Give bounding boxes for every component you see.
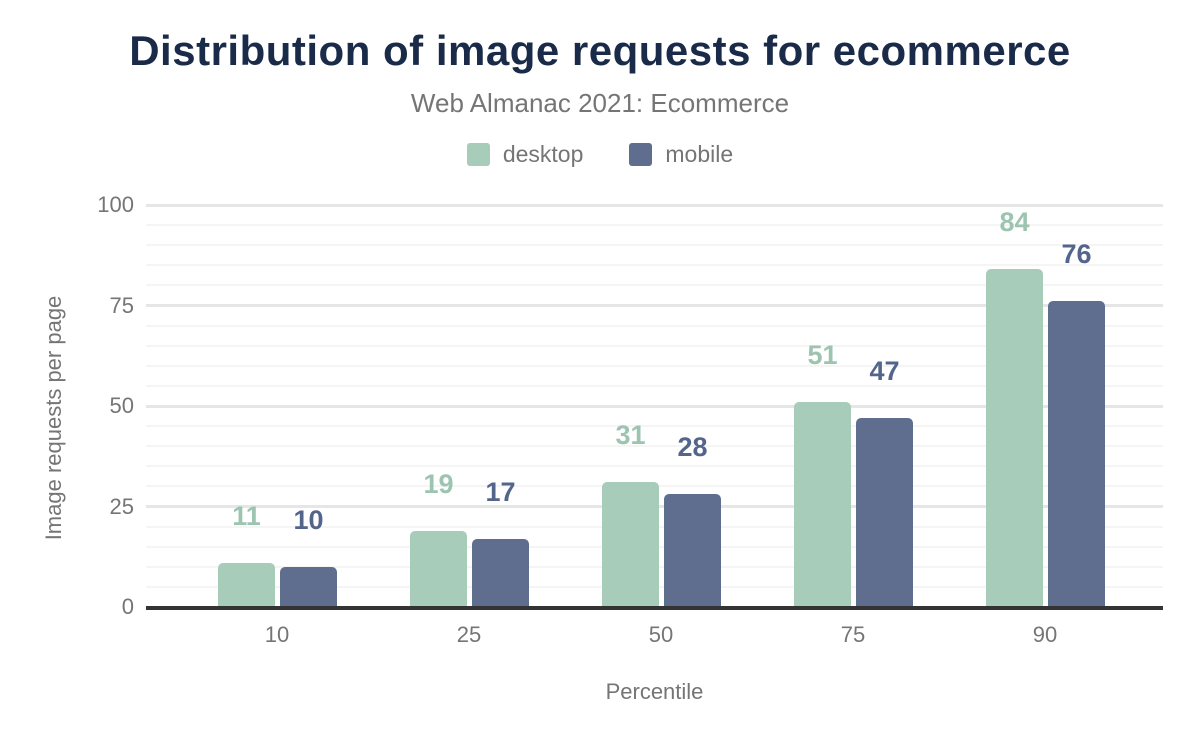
x-tick-label: 90 — [1032, 622, 1058, 647]
minor-gridline — [146, 224, 1163, 226]
mobile-bar-value: 76 — [1061, 239, 1092, 269]
minor-gridline — [146, 264, 1163, 266]
legend: desktop mobile — [0, 141, 1200, 168]
minor-gridline — [146, 385, 1163, 387]
mobile-bar[interactable] — [1048, 301, 1105, 607]
desktop-bar-value: 31 — [615, 420, 646, 450]
minor-gridline — [146, 425, 1163, 427]
desktop-bar[interactable] — [218, 563, 275, 607]
y-tick-label: 75 — [109, 293, 134, 318]
desktop-bar-value: 11 — [232, 501, 261, 531]
x-tick-label: 75 — [840, 622, 866, 647]
chart-title: Distribution of image requests for ecomm… — [129, 27, 1071, 74]
legend-label-mobile: mobile — [665, 141, 734, 167]
x-tick-label: 10 — [264, 622, 290, 647]
legend-label-desktop: desktop — [502, 141, 584, 167]
mobile-bar[interactable] — [472, 539, 529, 607]
desktop-swatch-icon — [466, 143, 490, 166]
y-tick-label: 50 — [109, 393, 134, 418]
y-tick-label: 25 — [109, 494, 134, 519]
major-gridline — [146, 405, 1163, 408]
major-gridline — [146, 204, 1163, 207]
desktop-bar[interactable] — [410, 531, 467, 607]
major-gridline — [146, 304, 1163, 307]
mobile-bar-value: 10 — [293, 505, 324, 535]
minor-gridline — [146, 445, 1163, 447]
mobile-bar[interactable] — [664, 494, 721, 607]
minor-gridline — [146, 325, 1163, 327]
x-axis-baseline — [146, 606, 1163, 610]
mobile-swatch-icon — [629, 143, 653, 166]
mobile-bar-value: 47 — [869, 356, 900, 386]
desktop-bar[interactable] — [602, 482, 659, 607]
minor-gridline — [146, 244, 1163, 246]
mobile-bar[interactable] — [280, 567, 337, 607]
x-axis-title: Percentile — [605, 679, 704, 704]
legend-item-desktop[interactable]: desktop — [466, 141, 584, 168]
x-tick-label: 50 — [648, 622, 674, 647]
minor-gridline — [146, 365, 1163, 367]
minor-gridline — [146, 284, 1163, 286]
mobile-bar-value: 28 — [677, 432, 708, 462]
legend-item-mobile[interactable]: mobile — [629, 141, 733, 168]
desktop-bar-value: 19 — [423, 469, 454, 499]
mobile-bar-value: 17 — [485, 477, 516, 507]
y-tick-label: 100 — [97, 192, 134, 217]
minor-gridline — [146, 345, 1163, 347]
minor-gridline — [146, 465, 1163, 467]
desktop-bar-value: 84 — [999, 207, 1030, 237]
desktop-bar[interactable] — [794, 402, 851, 607]
desktop-bar[interactable] — [986, 269, 1043, 607]
x-tick-label: 25 — [456, 622, 482, 647]
mobile-bar[interactable] — [856, 418, 913, 607]
chart-subtitle: Web Almanac 2021: Ecommerce — [410, 88, 790, 118]
y-tick-label: 0 — [121, 594, 134, 619]
desktop-bar-value: 51 — [807, 340, 838, 370]
